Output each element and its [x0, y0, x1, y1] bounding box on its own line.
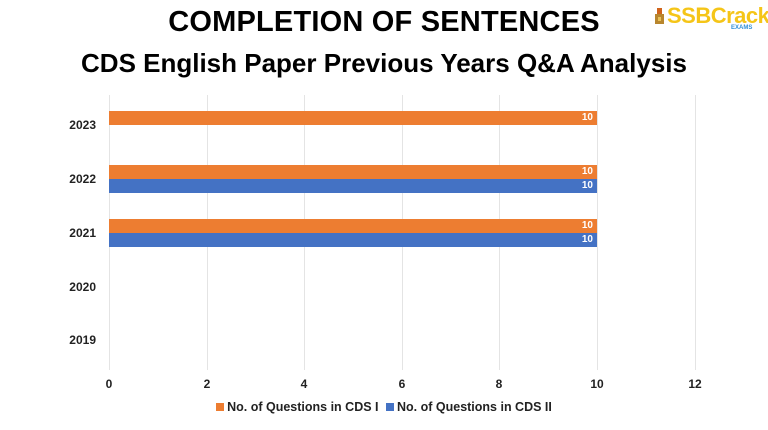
y-category-label: 2023	[69, 118, 96, 132]
x-tick-label: 2	[203, 377, 211, 391]
x-tick-label: 8	[495, 377, 503, 391]
legend-label: No. of Questions in CDS II	[397, 400, 552, 414]
bar-2022-cds1[interactable]: 10	[109, 165, 597, 179]
gridline-10	[597, 95, 598, 370]
x-tick-label: 10	[590, 377, 604, 391]
bar-2021-cds2[interactable]: 10	[109, 233, 597, 247]
chart-legend: No. of Questions in CDS I No. of Questio…	[0, 400, 768, 414]
logo-sub-text: EXAMS	[731, 25, 753, 31]
data-label: 10	[581, 166, 593, 177]
y-category-label: 2020	[69, 280, 96, 294]
chart-subtitle: CDS English Paper Previous Years Q&A Ana…	[81, 48, 687, 78]
gridline-12	[695, 95, 696, 370]
chart-title: COMPLETION OF SENTENCES	[168, 6, 600, 38]
orange-swatch-icon	[216, 403, 225, 411]
legend-label: No. of Questions in CDS I	[227, 400, 379, 414]
logo-brand-text: SSBCrack	[667, 3, 768, 28]
legend-item-cds2[interactable]: No. of Questions in CDS II	[386, 400, 552, 414]
bar-2022-cds2[interactable]: 10	[109, 179, 597, 193]
bar-2023-cds1[interactable]: 10	[109, 111, 597, 125]
blue-swatch-icon	[386, 403, 394, 411]
data-label: 10	[581, 112, 593, 123]
y-category-label: 2021	[69, 226, 96, 240]
data-label: 10	[581, 234, 593, 245]
x-tick-label: 6	[398, 377, 406, 391]
y-category-label: 2019	[69, 333, 96, 347]
bar-2021-cds1[interactable]: 10	[109, 219, 597, 233]
medal-icon	[655, 8, 664, 24]
x-tick-label: 0	[105, 377, 113, 391]
x-tick-label: 12	[688, 377, 702, 391]
data-label: 10	[581, 220, 593, 231]
legend-item-cds1[interactable]: No. of Questions in CDS I	[216, 400, 379, 414]
data-label: 10	[581, 180, 593, 191]
x-tick-label: 4	[300, 377, 308, 391]
y-category-label: 2022	[69, 172, 96, 186]
